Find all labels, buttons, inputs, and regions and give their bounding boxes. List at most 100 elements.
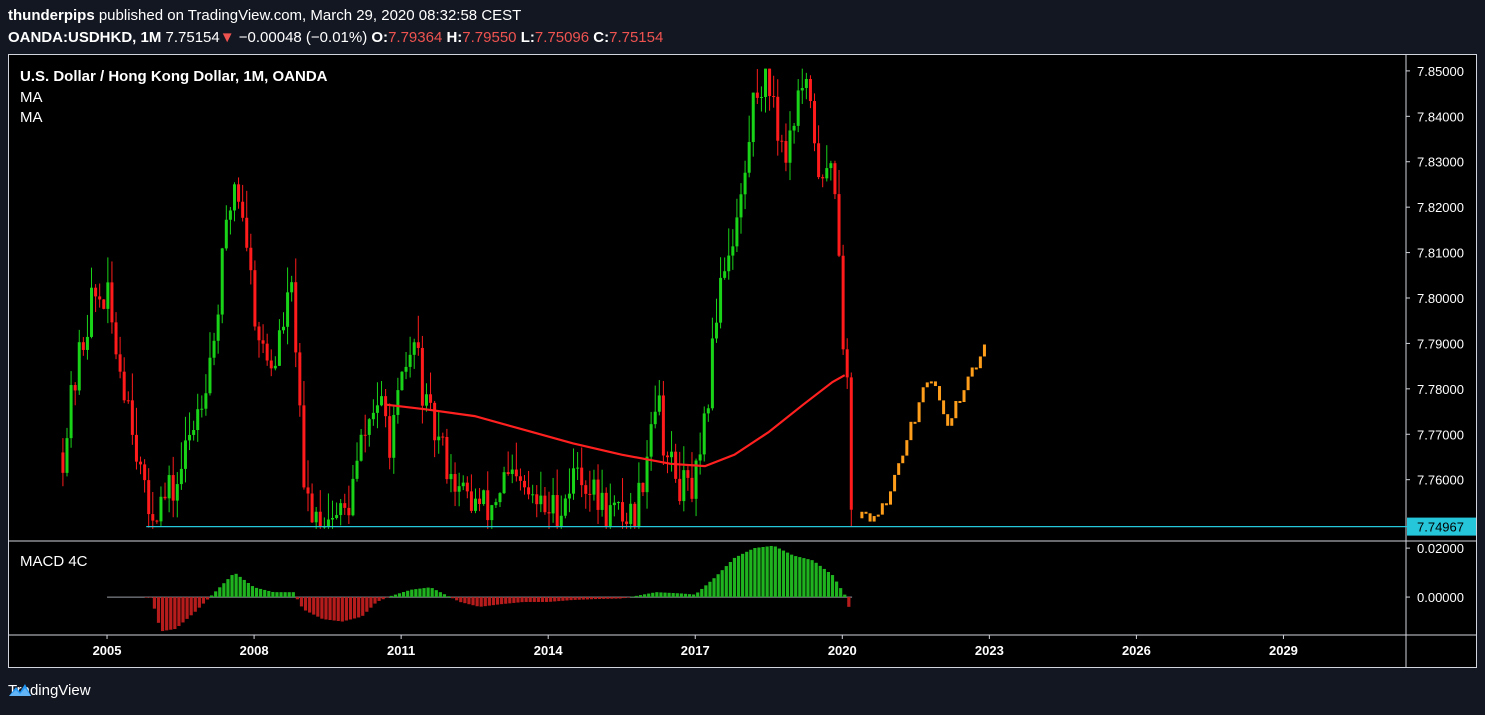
candle-body: [122, 371, 126, 401]
candle-body: [375, 405, 379, 413]
candle-body: [261, 340, 265, 344]
candle-body: [719, 277, 723, 323]
macd-bar: [585, 597, 590, 600]
chart-title: U.S. Dollar / Hong Kong Dollar, 1M, OAND…: [20, 68, 328, 85]
candle-body: [473, 498, 477, 511]
candle-body: [437, 436, 441, 441]
projection-bar: [897, 463, 901, 475]
candle-body: [710, 338, 714, 409]
macd-bar: [512, 597, 516, 603]
candle-body: [608, 505, 612, 527]
candle-body: [478, 498, 482, 505]
macd-bar: [173, 597, 177, 630]
macd-bar: [430, 588, 434, 598]
macd-bar: [242, 579, 246, 598]
candle-body: [143, 464, 147, 481]
candle-body: [682, 470, 686, 502]
candle-body: [453, 474, 457, 492]
candle-body: [523, 480, 527, 488]
candle-body: [114, 322, 118, 355]
candle-body: [486, 490, 490, 521]
candle-body: [310, 493, 314, 523]
ma-legend-2[interactable]: MA: [20, 109, 43, 126]
candle-body: [220, 248, 224, 315]
macd-bar: [320, 597, 324, 619]
candle-body: [61, 452, 65, 473]
candle-body: [90, 287, 94, 337]
macd-legend[interactable]: MACD 4C: [20, 553, 88, 570]
macd-bar: [438, 592, 442, 598]
candle-body: [596, 479, 600, 510]
macd-bar: [291, 592, 295, 598]
candle-body: [130, 400, 134, 435]
macd-bar: [577, 597, 581, 600]
macd-bar: [165, 597, 169, 631]
tradingview-logo-icon[interactable]: [8, 682, 32, 698]
candle-body: [400, 371, 404, 391]
candle-body: [139, 461, 143, 465]
macd-bar: [475, 597, 479, 607]
candle-body: [751, 92, 755, 143]
projection-bar: [966, 376, 970, 391]
candle-body: [723, 271, 727, 278]
macd-bar: [263, 589, 267, 598]
candle-body: [110, 282, 114, 323]
macd-bar: [487, 597, 491, 606]
macd-bar: [287, 592, 291, 598]
ma-line: [386, 374, 846, 468]
candle-body: [657, 395, 661, 412]
macd-bar: [536, 597, 540, 602]
macd-bar: [826, 571, 831, 598]
macd-bar: [520, 597, 524, 603]
macd-bar: [459, 597, 463, 603]
candle-body: [420, 347, 424, 406]
macd-bar: [275, 592, 279, 598]
macd-bar: [642, 594, 647, 598]
macd-bar: [344, 597, 349, 621]
chart-canvas[interactable]: 7.85000 7.84000 7.83000 7.82000 7.81000 7.800…: [9, 55, 1476, 667]
symbol-label: OANDA:USDHKD, 1M: [8, 29, 162, 46]
candle-body: [674, 451, 678, 479]
macd-bar: [160, 597, 165, 632]
candle-body: [845, 349, 849, 378]
macd-bar: [749, 549, 753, 598]
macd-bar: [393, 594, 398, 598]
author-name[interactable]: thunderpips: [8, 7, 95, 24]
macd-bar: [377, 597, 381, 601]
macd-bar: [565, 597, 569, 601]
macd-bar: [834, 581, 839, 598]
candle-body: [490, 505, 494, 521]
projection-bar: [974, 367, 978, 370]
macd-bar: [451, 597, 455, 599]
candle-body: [547, 512, 551, 514]
candle-body: [559, 515, 563, 527]
ma-legend-1[interactable]: MA: [20, 89, 43, 106]
macd-bar: [418, 588, 422, 598]
candle-body: [804, 78, 808, 89]
macd-bar: [818, 565, 822, 598]
price-tick-label: 7.85000: [1417, 64, 1464, 79]
candle-body: [196, 409, 200, 431]
macd-bar: [810, 560, 814, 598]
low-label: L:: [520, 29, 535, 46]
candle-body: [188, 434, 192, 441]
candle-body: [147, 480, 151, 515]
macd-bar: [765, 546, 769, 598]
candle-body: [849, 377, 853, 510]
macd-bar: [426, 587, 430, 598]
moving-average: [386, 374, 846, 468]
candle-body: [106, 282, 110, 309]
candle-body: [813, 101, 817, 144]
candle-body: [404, 366, 408, 372]
last-price-label: 7.74967: [1417, 520, 1464, 535]
candle-body: [572, 468, 576, 494]
candle-body: [551, 495, 555, 514]
candle-body: [237, 184, 241, 202]
projection-bar: [884, 503, 888, 506]
macd-bar: [581, 597, 585, 600]
macd-bar: [308, 597, 312, 613]
candle-body: [343, 503, 347, 508]
chart-container[interactable]: 7.85000 7.84000 7.83000 7.82000 7.81000 7.800…: [8, 54, 1477, 668]
candle-body: [183, 440, 187, 469]
macd-bar: [214, 591, 218, 598]
